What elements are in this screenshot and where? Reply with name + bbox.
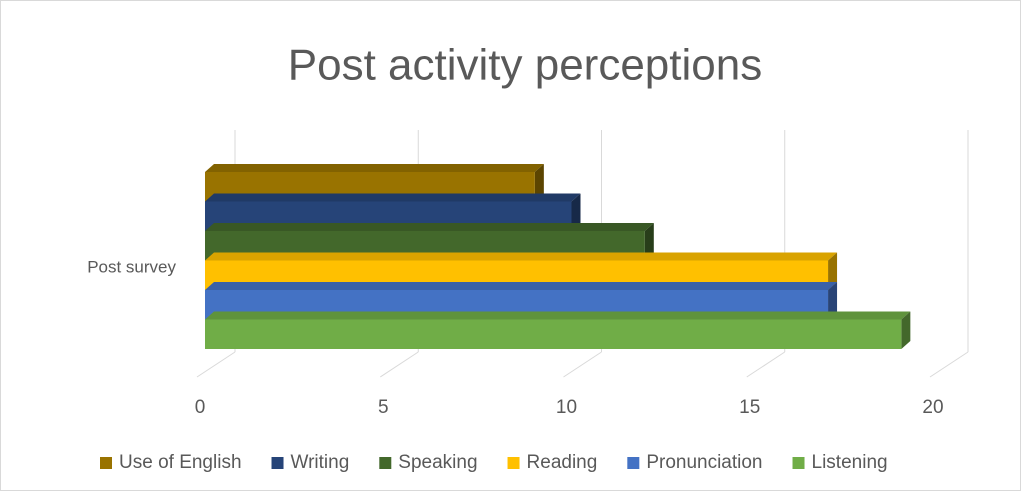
x-tick-label: 20 — [922, 397, 943, 418]
legend-swatch — [100, 457, 112, 469]
x-tick-label: 5 — [378, 397, 389, 418]
legend-swatch — [627, 457, 640, 469]
legend-label: Use of English — [119, 452, 242, 473]
floor-line — [746, 351, 786, 378]
bar-top — [205, 223, 654, 231]
legend-label: Reading — [527, 452, 598, 473]
legend-swatch — [271, 457, 284, 469]
legend-label: Writing — [291, 452, 350, 473]
floor-line — [563, 351, 602, 378]
bar-top — [205, 164, 544, 172]
legend-label: Listening — [812, 452, 888, 473]
bar-top — [205, 311, 911, 320]
bar-side — [828, 282, 838, 320]
bar-side — [901, 311, 911, 349]
chart-title: Post activity perceptions — [288, 41, 762, 90]
bar — [205, 319, 902, 349]
legend-swatch — [507, 457, 520, 469]
legend-swatch — [792, 457, 805, 469]
legend-swatch — [379, 457, 392, 469]
legend-label: Speaking — [398, 452, 477, 473]
x-tick-label: 10 — [556, 397, 577, 418]
bar-side — [534, 164, 544, 202]
bar-top — [205, 282, 838, 290]
bar-top — [205, 252, 838, 261]
x-tick-label: 15 — [739, 397, 760, 418]
bar-side — [644, 223, 654, 261]
legend-label: Pronunciation — [646, 452, 762, 473]
x-tick-label: 0 — [195, 397, 206, 418]
bar-top — [205, 193, 581, 202]
y-tick-label: Post survey — [87, 257, 176, 276]
floor-line — [196, 351, 236, 378]
floor-line — [379, 351, 419, 378]
bar-side — [828, 252, 838, 290]
bar-side — [571, 193, 581, 231]
floor-line — [929, 351, 969, 378]
